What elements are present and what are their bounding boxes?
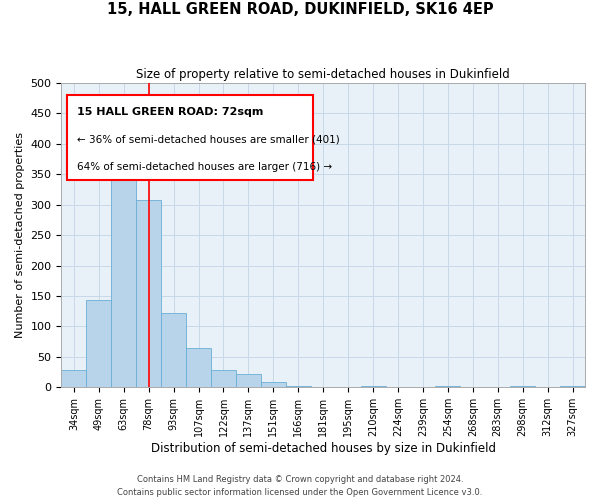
Bar [186, 348, 211, 388]
Text: Contains public sector information licensed under the Open Government Licence v3: Contains public sector information licen… [118, 488, 482, 497]
Bar [111, 148, 136, 388]
Bar [61, 370, 86, 388]
Bar [86, 300, 111, 388]
Text: 15 HALL GREEN ROAD: 72sqm: 15 HALL GREEN ROAD: 72sqm [77, 108, 263, 118]
Text: Contains HM Land Registry data © Crown copyright and database right 2024.: Contains HM Land Registry data © Crown c… [137, 476, 463, 484]
Bar [286, 386, 311, 388]
Bar [211, 370, 236, 388]
Y-axis label: Number of semi-detached properties: Number of semi-detached properties [15, 132, 25, 338]
Bar [136, 200, 161, 388]
Bar [510, 386, 535, 388]
Text: 15, HALL GREEN ROAD, DUKINFIELD, SK16 4EP: 15, HALL GREEN ROAD, DUKINFIELD, SK16 4E… [107, 2, 493, 18]
X-axis label: Distribution of semi-detached houses by size in Dukinfield: Distribution of semi-detached houses by … [151, 442, 496, 455]
Text: ← 36% of semi-detached houses are smaller (401): ← 36% of semi-detached houses are smalle… [77, 135, 340, 145]
Bar [361, 386, 386, 388]
Title: Size of property relative to semi-detached houses in Dukinfield: Size of property relative to semi-detach… [136, 68, 510, 80]
Bar [261, 382, 286, 388]
Bar [161, 313, 186, 388]
Bar [67, 95, 313, 180]
Bar [236, 374, 261, 388]
Text: 64% of semi-detached houses are larger (716) →: 64% of semi-detached houses are larger (… [77, 162, 332, 172]
Bar [436, 386, 460, 388]
Bar [560, 386, 585, 388]
